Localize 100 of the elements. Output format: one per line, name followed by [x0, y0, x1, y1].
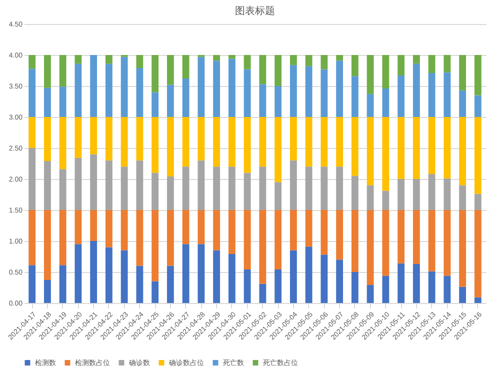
bar [444, 55, 451, 72]
bar [459, 210, 466, 287]
bar [259, 55, 266, 84]
bar [428, 210, 436, 272]
bar [444, 178, 451, 210]
bar [382, 190, 390, 210]
bar [336, 260, 344, 303]
bar [459, 117, 466, 186]
bar [398, 263, 405, 303]
bar [182, 210, 190, 244]
bar [90, 55, 98, 117]
bar [290, 117, 297, 160]
bar [351, 210, 358, 272]
bar [244, 55, 251, 70]
bar [213, 117, 220, 167]
bar [382, 276, 390, 303]
bar [90, 210, 98, 241]
bar [444, 117, 451, 178]
bar [428, 117, 436, 174]
bar [198, 56, 205, 117]
bar [444, 72, 451, 117]
bar [28, 148, 36, 210]
bar [336, 166, 344, 210]
bar [366, 285, 374, 303]
bar [198, 160, 205, 210]
bar [136, 117, 144, 160]
bar [152, 210, 159, 282]
bar [320, 55, 328, 70]
bar [305, 210, 312, 247]
bar [28, 55, 36, 69]
bar [412, 55, 420, 64]
bar [244, 210, 251, 270]
bar [105, 160, 112, 210]
bar [336, 117, 344, 167]
bar [136, 55, 144, 68]
bar [459, 55, 466, 90]
bar [28, 68, 36, 117]
bar [320, 254, 328, 303]
bar [198, 244, 205, 303]
bar [444, 276, 451, 303]
bar [152, 281, 159, 303]
bar [152, 55, 159, 92]
bar [105, 55, 112, 64]
bar [213, 250, 220, 303]
bar [382, 55, 390, 88]
bar [59, 117, 66, 170]
bar [166, 210, 174, 266]
bar [74, 210, 82, 244]
bar [244, 69, 251, 117]
bar [274, 210, 282, 270]
bar [305, 117, 312, 167]
bar [182, 55, 190, 79]
bar [274, 182, 282, 210]
bar [351, 272, 358, 303]
bar [428, 72, 436, 117]
bar [351, 117, 358, 176]
bar [274, 86, 282, 117]
bar [459, 185, 466, 210]
bar [305, 55, 312, 66]
bar [136, 266, 144, 303]
bar [412, 179, 420, 210]
bar [412, 64, 420, 117]
bar [320, 69, 328, 117]
bar [474, 95, 482, 117]
bar [228, 58, 236, 117]
bar [398, 117, 405, 179]
bar [474, 297, 482, 303]
bar [213, 55, 220, 61]
bar [305, 166, 312, 210]
bar [259, 117, 266, 167]
bar [120, 117, 128, 167]
bar [382, 117, 390, 191]
bar [412, 210, 420, 264]
bar [412, 117, 420, 179]
bar [474, 117, 482, 194]
bar [398, 179, 405, 210]
bar [398, 75, 405, 117]
bar [428, 174, 436, 210]
bar [44, 55, 51, 88]
bar [412, 264, 420, 303]
bar [152, 117, 159, 173]
bar [166, 84, 174, 117]
bar [182, 244, 190, 303]
bar [398, 55, 405, 76]
bar [105, 117, 112, 160]
bar [120, 250, 128, 303]
bar [166, 55, 174, 85]
bar [459, 90, 466, 117]
bar [228, 117, 236, 167]
bar [120, 210, 128, 250]
bar [259, 284, 266, 303]
bar [336, 60, 344, 117]
bar [305, 246, 312, 303]
bar [198, 210, 205, 244]
bar [366, 117, 374, 186]
bar [120, 166, 128, 210]
bar [198, 117, 205, 160]
bar [320, 166, 328, 210]
bar [259, 84, 266, 117]
bar [444, 210, 451, 276]
